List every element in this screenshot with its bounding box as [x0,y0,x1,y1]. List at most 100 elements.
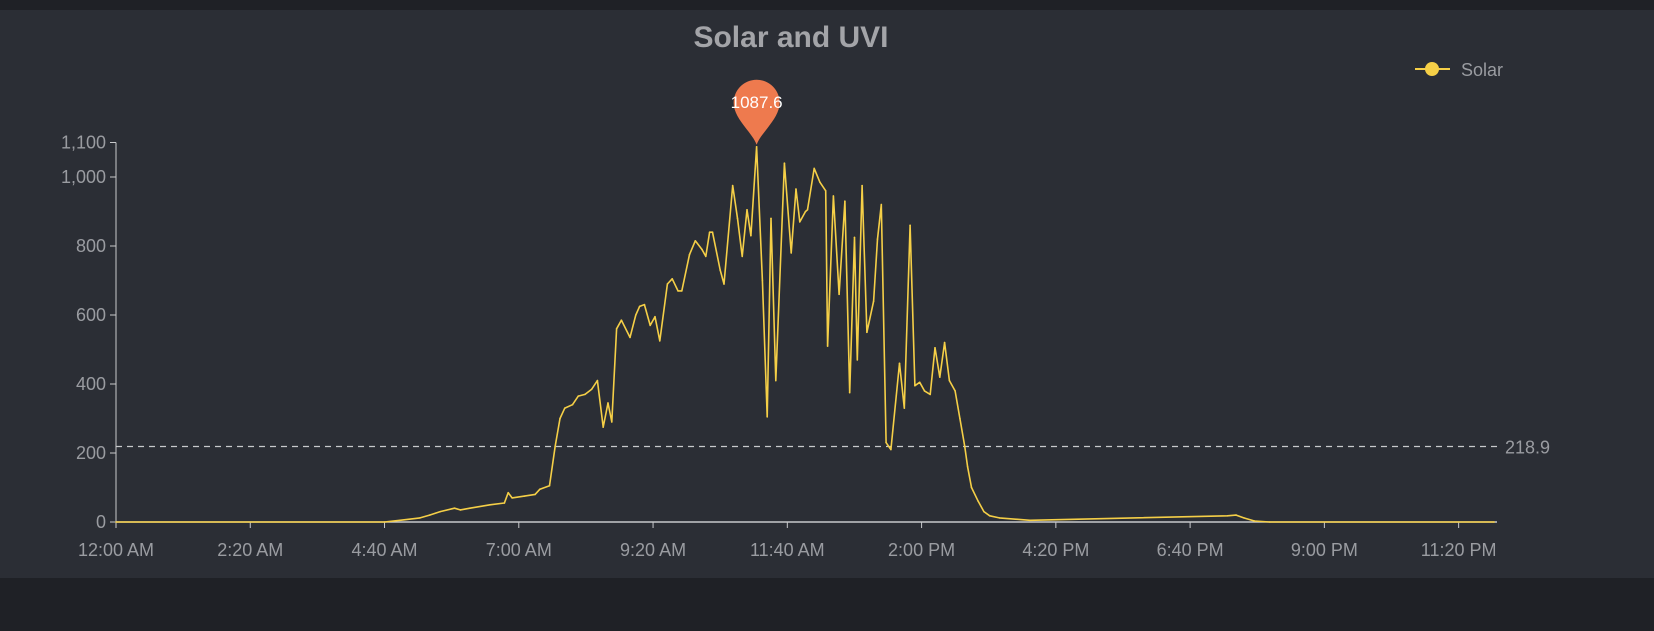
data-point [723,283,725,285]
data-point [750,234,752,237]
data-point [1493,521,1495,523]
data-point [611,421,613,423]
data-point [929,393,932,396]
x-tick-label: 2:20 AM [217,540,283,560]
data-point [564,407,566,409]
data-point [577,395,580,397]
max-marker-pin-icon [733,79,780,145]
x-tick-label: 4:20 PM [1022,540,1089,560]
data-point [1268,521,1271,523]
data-point [819,181,821,183]
data-point [701,248,703,251]
x-tick-label: 9:00 PM [1291,540,1358,560]
data-point [798,221,801,223]
data-point [731,184,734,187]
data-point [806,208,809,211]
data-point [629,336,631,339]
data-point [571,403,574,406]
data-point [534,493,536,496]
data-point [649,324,651,327]
data-point [1235,514,1237,516]
data-point [914,384,916,387]
data-point [559,417,561,420]
data-point [428,514,431,516]
y-tick-label: 1,100 [61,133,106,153]
data-point [590,388,593,390]
data-point [783,162,786,164]
data-point [711,231,714,233]
data-point [523,495,526,497]
data-point [983,510,985,513]
data-point [959,417,961,420]
data-point [795,188,797,190]
data-point [548,484,551,487]
series-line-solar [116,146,1495,523]
data-point [554,445,557,447]
data-point [848,391,851,394]
data-point [507,491,510,494]
data-point [804,210,807,213]
data-point [856,359,859,361]
data-point [826,345,829,347]
data-point [746,208,748,211]
data-point [770,217,772,220]
data-point [459,509,462,511]
data-point [741,255,744,258]
data-point [539,488,541,491]
data-point [761,279,764,282]
data-point [615,328,618,330]
data-point [654,315,656,318]
data-point [988,514,991,517]
data-point [1029,519,1031,522]
y-tick-label: 1,000 [61,167,106,187]
data-point [790,252,792,254]
data-point [853,236,856,239]
x-tick-label: 11:20 PM [1421,540,1497,560]
data-point [890,448,892,451]
data-point [694,240,697,242]
data-point [503,502,506,504]
data-point [681,290,683,292]
data-point [602,426,604,428]
data-point [948,379,951,382]
y-tick-label: 200 [76,443,106,463]
data-point [954,390,956,392]
data-point [775,379,777,382]
data-point [923,390,926,392]
data-point [705,255,707,258]
y-tick-label: 800 [76,236,106,256]
data-point [666,283,669,285]
data-point [934,346,936,349]
data-point [1243,517,1245,519]
data-point [755,145,758,148]
data-point [688,253,691,256]
data-point [671,277,674,280]
data-point [966,466,969,468]
data-point [943,341,946,344]
data-point [838,293,840,296]
data-point [977,500,979,503]
data-point [939,376,941,378]
data-point [115,521,117,523]
data-point [638,305,641,308]
x-tick-label: 9:20 AM [620,540,686,560]
x-tick-label: 11:40 AM [750,540,825,560]
legend-label-solar: Solar [1461,60,1503,80]
data-point [596,379,599,382]
data-point [620,319,623,321]
data-point [643,303,646,306]
data-point [824,190,827,192]
data-point [898,362,901,365]
data-point [489,503,491,506]
legend[interactable]: Solar [1415,60,1503,80]
data-point [383,521,386,523]
data-point [998,517,1001,519]
data-point [813,167,815,170]
y-tick-label: 400 [76,374,106,394]
x-tick-label: 2:00 PM [888,540,955,560]
data-point [399,519,401,522]
data-point [861,184,863,187]
data-point [634,314,637,316]
data-point [766,415,768,418]
